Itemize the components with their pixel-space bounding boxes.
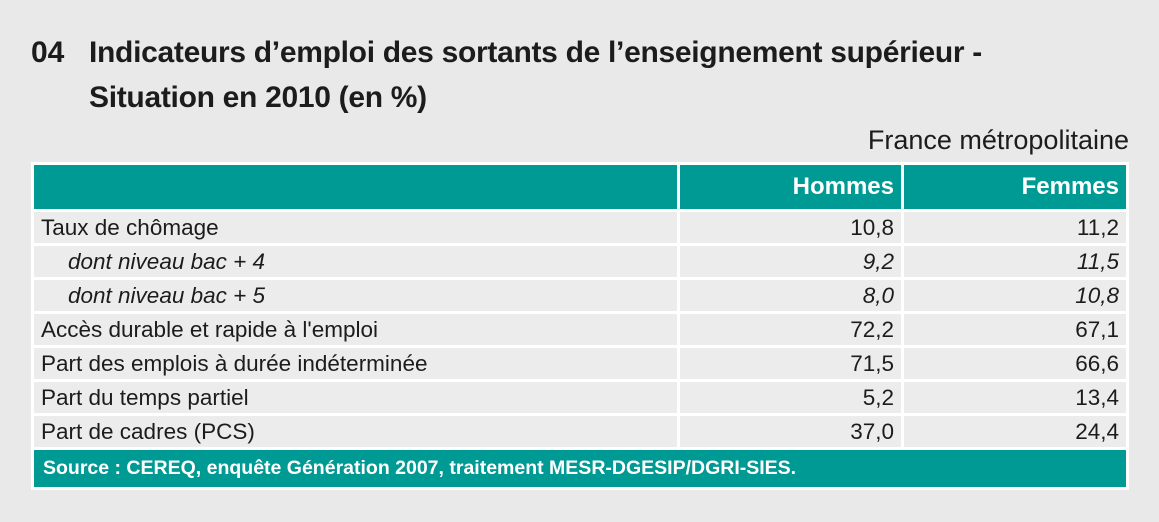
table-row: Accès durable et rapide à l'emploi 72,2 …: [34, 314, 1126, 345]
table-row: dont niveau bac + 4 9,2 11,5: [34, 246, 1126, 277]
row-value-hommes: 10,8: [680, 212, 901, 243]
row-value-femmes: 11,2: [904, 212, 1126, 243]
row-value-femmes: 10,8: [904, 280, 1126, 311]
table-row: Taux de chômage 10,8 11,2: [34, 212, 1126, 243]
table-row: dont niveau bac + 5 8,0 10,8: [34, 280, 1126, 311]
table-row: Part des emplois à durée indéterminée 71…: [34, 348, 1126, 379]
table-row: Part de cadres (PCS) 37,0 24,4: [34, 416, 1126, 447]
row-value-hommes: 9,2: [680, 246, 901, 277]
figure-title-line2: Situation en 2010 (en %): [89, 81, 427, 114]
row-value-hommes: 8,0: [680, 280, 901, 311]
row-value-femmes: 66,6: [904, 348, 1126, 379]
row-label: dont niveau bac + 5: [34, 280, 677, 311]
row-value-femmes: 13,4: [904, 382, 1126, 413]
header-cell-empty: [34, 165, 677, 209]
row-label: dont niveau bac + 4: [34, 246, 677, 277]
row-label: Part des emplois à durée indéterminée: [34, 348, 677, 379]
row-label: Part de cadres (PCS): [34, 416, 677, 447]
row-label: Accès durable et rapide à l'emploi: [34, 314, 677, 345]
row-value-femmes: 67,1: [904, 314, 1126, 345]
row-value-hommes: 37,0: [680, 416, 901, 447]
indicators-table: Hommes Femmes Taux de chômage 10,8 11,2 …: [31, 162, 1129, 490]
row-label: Taux de chômage: [34, 212, 677, 243]
row-value-femmes: 24,4: [904, 416, 1126, 447]
row-value-hommes: 5,2: [680, 382, 901, 413]
figure-title: Indicateurs d’emploi des sortants de l’e…: [89, 30, 982, 120]
figure-title-line1: Indicateurs d’emploi des sortants de l’e…: [89, 36, 982, 69]
row-value-hommes: 72,2: [680, 314, 901, 345]
row-value-hommes: 71,5: [680, 348, 901, 379]
header-cell-hommes: Hommes: [680, 165, 901, 209]
source-bar: Source : CEREQ, enquête Génération 2007,…: [34, 450, 1126, 487]
table-header-row: Hommes Femmes: [34, 165, 1126, 209]
figure-header: 04 Indicateurs d’emploi des sortants de …: [31, 30, 1159, 120]
row-label: Part du temps partiel: [34, 382, 677, 413]
header-cell-femmes: Femmes: [904, 165, 1126, 209]
source-text: Source : CEREQ, enquête Génération 2007,…: [43, 457, 797, 479]
region-note: France métropolitaine: [867, 125, 1129, 155]
row-value-femmes: 11,5: [904, 246, 1126, 277]
figure-number: 04: [31, 36, 65, 69]
table-row: Part du temps partiel 5,2 13,4: [34, 382, 1126, 413]
